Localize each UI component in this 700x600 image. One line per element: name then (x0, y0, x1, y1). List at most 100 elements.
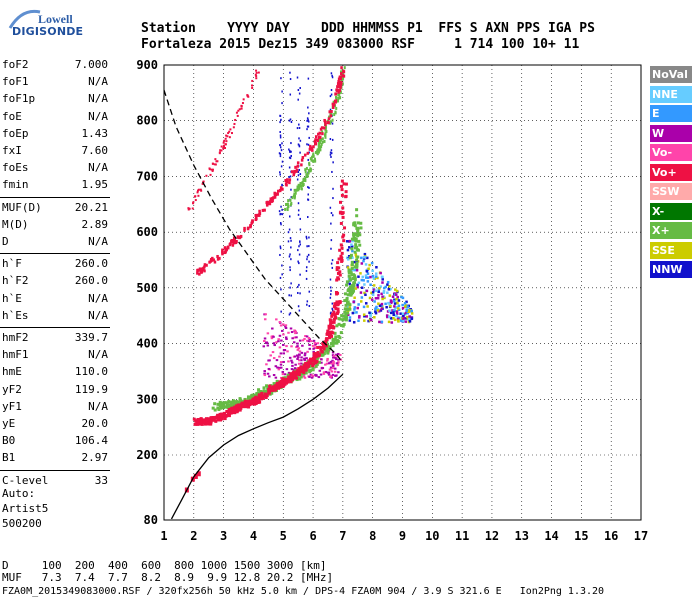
multihop-o-dot (278, 189, 282, 193)
parameter-row: h`Es N/A (2, 309, 108, 323)
o-trace-dot (296, 368, 300, 372)
upper-o-dot (255, 69, 258, 72)
vertical-trace-dot (288, 294, 290, 297)
x-trace-dot (348, 307, 352, 311)
spread-f-dot (374, 272, 378, 275)
w-spread-dot (277, 368, 281, 371)
multihop-o-dot (284, 179, 287, 183)
o-trace-dot (262, 394, 266, 398)
x-trace-dot (233, 401, 237, 405)
w-spread-dot (309, 340, 313, 343)
multihop-x-dot (296, 188, 299, 192)
w-spread-dot (303, 358, 306, 361)
w-spread-dot (279, 363, 283, 366)
vertical-trace-dot (299, 292, 301, 295)
multihop-x-dot (305, 166, 308, 170)
upper-o-dot (251, 84, 254, 87)
vertical-trace-dot (290, 150, 292, 153)
o-trace-dot (339, 210, 343, 214)
x-trace-dot (357, 239, 361, 243)
vertical-trace-dot (331, 307, 333, 310)
multihop-o-dot (316, 139, 320, 143)
spread-f-dot (359, 300, 363, 303)
w-spread-dot (264, 313, 267, 316)
multihop-o-dot (309, 144, 312, 148)
o-trace-dot (244, 402, 248, 406)
multihop-o-dot (255, 217, 258, 221)
upper-o-dot (192, 201, 195, 204)
vertical-trace-dot (279, 213, 281, 216)
vertical-trace-dot (307, 120, 310, 123)
x-tick-label: 2 (190, 529, 197, 543)
o-trace-dot (340, 246, 344, 250)
x-trace-dot (353, 224, 357, 228)
o-trace-dot (322, 347, 326, 351)
spread-f-dot (354, 253, 358, 256)
upper-o-dot (199, 188, 202, 191)
multihop-x-dot (317, 150, 320, 154)
spread-f-dot (348, 239, 352, 243)
w-spread-dot (278, 355, 281, 358)
header-line-1: Station YYYY DAY DDD HHMMSS P1 FFS S AXN… (141, 21, 595, 36)
spread-f-dot (357, 303, 360, 306)
vertical-trace-dot (289, 175, 292, 178)
vertical-trace-dot (281, 208, 283, 211)
vertical-trace-dot (306, 143, 308, 146)
spread-f-dot (380, 304, 384, 307)
spread-f-dot (393, 302, 397, 305)
w-spread-dot (263, 374, 267, 377)
multihop-o-dot (196, 271, 199, 275)
upper-o-dot (187, 208, 190, 211)
multihop-o-dot (337, 80, 340, 84)
parameter-separator (0, 469, 110, 471)
spread-f-dot (386, 310, 390, 313)
multihop-o-dot (270, 199, 274, 203)
parameter-row: hmF1 N/A (2, 348, 108, 362)
w-spread-dot (287, 371, 291, 374)
dashed-model-line (163, 89, 344, 364)
o-trace-dot (338, 270, 342, 274)
o-trace-dot (333, 302, 337, 306)
w-spread-dot (272, 335, 275, 338)
x-trace-dot (335, 324, 339, 328)
spread-f-dot (383, 286, 386, 290)
multihop-o-dot (269, 197, 273, 201)
multihop-o-dot (224, 250, 227, 254)
parameter-key: h`F2 (2, 274, 29, 288)
multihop-x-dot (324, 135, 327, 139)
y-tick-label: 700 (136, 169, 158, 183)
spread-f-dot (374, 310, 377, 313)
o-trace-dot (321, 343, 325, 347)
x-trace-dot (345, 280, 349, 284)
w-spread-dot (284, 327, 288, 330)
multihop-o-dot (216, 257, 220, 261)
w-spread-dot (331, 373, 335, 376)
multihop-o-dot (273, 191, 276, 195)
parameter-row: D N/A (2, 235, 108, 249)
multihop-x-dot (313, 157, 316, 161)
multihop-o-dot (198, 272, 201, 276)
o-trace-dot (341, 206, 345, 210)
vertical-trace-dot (330, 239, 333, 242)
spread-f-dot (382, 290, 386, 293)
spread-f-dot (407, 310, 410, 313)
spread-f-dot (387, 287, 391, 291)
multihop-o-dot (239, 235, 242, 239)
parameter-value: 2.97 (81, 451, 109, 465)
vertical-trace-dot (299, 151, 301, 154)
vertical-trace-dot (330, 222, 332, 225)
vertical-trace-dot (290, 196, 293, 199)
vertical-trace-dot (329, 151, 332, 154)
w-spread-dot (272, 342, 276, 345)
spread-f-dot (394, 314, 398, 317)
multihop-o-dot (221, 248, 224, 252)
o-trace-dot (335, 266, 339, 270)
spread-f-dot (362, 305, 366, 309)
vertical-trace-dot (289, 237, 292, 240)
parameter-row: foF1 N/A (2, 75, 108, 89)
x-trace-dot (337, 322, 341, 326)
x-trace-dot (264, 390, 268, 394)
o-trace-dot (320, 350, 324, 354)
x-tick-label: 6 (309, 529, 316, 543)
vertical-trace-dot (278, 152, 281, 155)
